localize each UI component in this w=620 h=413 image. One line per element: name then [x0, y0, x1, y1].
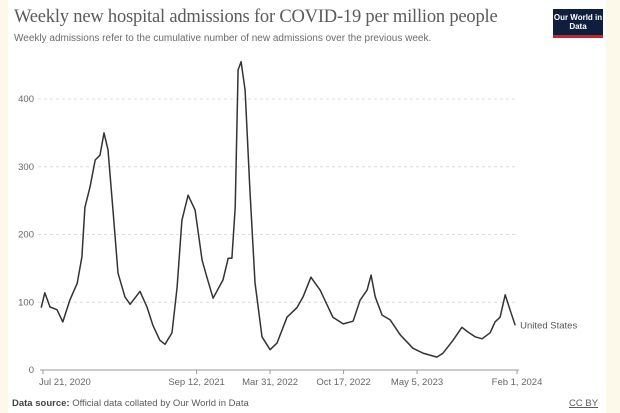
chart-panel	[8, 0, 606, 413]
chart-subtitle: Weekly admissions refer to the cumulativ…	[14, 33, 432, 44]
y-tick-label: 300	[18, 162, 34, 173]
data-source-label: Data source:	[12, 398, 70, 409]
x-tick-label: Sep 12, 2021	[168, 377, 225, 388]
x-tick-label: Feb 1, 2024	[492, 377, 543, 388]
y-tick-label: 0	[29, 365, 34, 376]
owid-logo[interactable]: Our World in Data	[553, 9, 603, 38]
x-tick-label: Mar 31, 2022	[242, 377, 298, 388]
x-tick-label: May 5, 2023	[391, 377, 443, 388]
x-tick-label: Oct 17, 2022	[316, 377, 370, 388]
data-source: Data source: Official data collated by O…	[12, 398, 249, 409]
license-link[interactable]: CC BY	[569, 398, 599, 409]
y-tick-label: 100	[18, 297, 34, 308]
chart-title: Weekly new hospital admissions for COVID…	[14, 7, 498, 27]
data-source-text: Official data collated by Our World in D…	[72, 398, 249, 409]
series-label: United States	[520, 320, 577, 331]
y-tick-label: 400	[18, 94, 34, 105]
x-tick-label: Jul 21, 2020	[39, 377, 91, 388]
y-tick-label: 200	[18, 230, 34, 241]
series-line	[40, 60, 516, 358]
